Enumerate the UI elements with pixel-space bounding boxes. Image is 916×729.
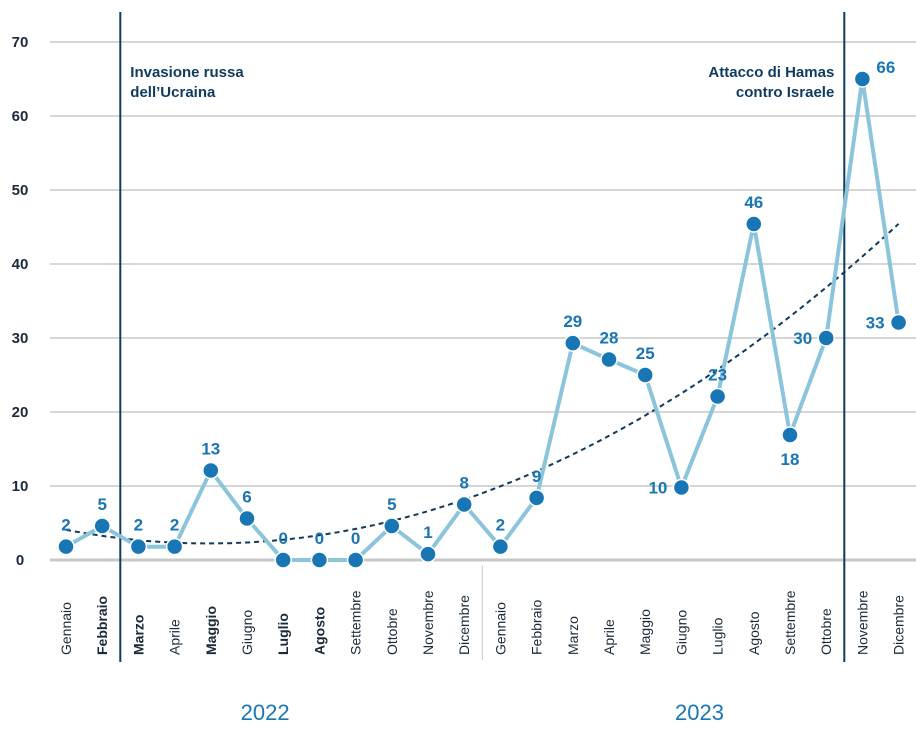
- x-tick-label: Marzo: [565, 616, 581, 655]
- data-point: [383, 517, 401, 535]
- data-label: 13: [201, 439, 220, 458]
- data-label: 8: [459, 474, 468, 493]
- x-tick-label: Maggio: [637, 609, 653, 655]
- data-point: [672, 478, 691, 497]
- x-tick-label: Giugno: [239, 610, 255, 655]
- data-point: [600, 350, 618, 369]
- x-tick-label: Febbraio: [529, 600, 545, 655]
- data-label: 33: [866, 313, 885, 332]
- data-point: [419, 545, 437, 563]
- data-point: [817, 329, 835, 347]
- event-label: Attacco di Hamas: [708, 64, 834, 81]
- y-tick-label: 0: [16, 552, 24, 569]
- data-point: [346, 551, 365, 569]
- data-point: [57, 537, 75, 556]
- data-label: 6: [242, 488, 251, 507]
- data-label: 30: [793, 329, 812, 348]
- data-point: [636, 366, 654, 384]
- data-point: [708, 387, 727, 406]
- y-tick-label: 60: [12, 108, 29, 125]
- x-tick-label: Novembre: [420, 590, 436, 655]
- x-tick-label: Giugno: [673, 610, 689, 655]
- data-label: 0: [351, 529, 360, 548]
- x-tick-label: Novembre: [854, 590, 870, 655]
- data-point: [564, 334, 582, 352]
- x-tick-label: Ottobre: [818, 608, 834, 655]
- trendline-path: [65, 223, 900, 545]
- data-point: [491, 537, 510, 556]
- data-point: [853, 70, 872, 88]
- data-point: [202, 461, 220, 480]
- data-label: 2: [134, 516, 143, 535]
- y-tick-label: 50: [12, 182, 29, 199]
- x-tick-label: Maggio: [203, 606, 219, 655]
- y-tick-label: 30: [12, 330, 29, 347]
- x-tick-label: Settembre: [348, 590, 364, 655]
- data-label: 1: [423, 523, 432, 542]
- x-tick-label: Settembre: [782, 590, 798, 655]
- y-tick-label: 40: [12, 256, 29, 273]
- year-label: 2023: [675, 700, 724, 725]
- y-tick-label: 10: [12, 478, 29, 495]
- x-tick-label: Luglio: [710, 617, 726, 655]
- x-tick-label: Febbraio: [94, 596, 110, 655]
- data-point: [889, 313, 908, 332]
- data-label: 66: [876, 58, 895, 77]
- data-label: 23: [708, 365, 727, 384]
- x-tick-label: Gennaio: [492, 602, 508, 655]
- x-tick-label: Agosto: [746, 611, 762, 655]
- data-point: [238, 509, 256, 528]
- trendline: [65, 223, 900, 545]
- x-tick-label: Aprile: [167, 619, 183, 655]
- event-markers: Invasione russa dell’Ucraina Attacco di Ha…: [119, 12, 846, 662]
- data-label: 28: [600, 328, 619, 347]
- data-label: 2: [170, 516, 179, 535]
- data-point: [527, 489, 546, 507]
- gridlines: [50, 41, 916, 562]
- data-label: 10: [648, 478, 667, 497]
- data-label: 18: [781, 450, 800, 469]
- data-label: 0: [315, 529, 324, 548]
- data-point: [274, 551, 292, 569]
- event-label: dell’Ucraina: [130, 84, 216, 101]
- x-tick-label: Luglio: [275, 613, 291, 655]
- series-line: [65, 77, 901, 562]
- data-point: [310, 551, 329, 569]
- x-tick-label: Marzo: [130, 615, 146, 655]
- y-tick-label: 20: [12, 404, 29, 421]
- data-series: [57, 70, 908, 569]
- x-tick-label: Gennaio: [58, 602, 74, 655]
- event-label: Invasione russa: [130, 64, 244, 81]
- data-point: [165, 537, 184, 556]
- data-label: 2: [61, 516, 70, 535]
- data-label: 2: [496, 516, 505, 535]
- data-label: 0: [278, 529, 287, 548]
- x-tick-label: Dicembre: [456, 595, 472, 655]
- data-label: 46: [744, 193, 763, 212]
- data-label: 29: [563, 312, 582, 331]
- x-tick-label: Agosto: [311, 607, 327, 655]
- x-tick-label: Dicembre: [891, 595, 907, 655]
- year-label: 2022: [241, 700, 290, 725]
- y-tick-label: 70: [12, 34, 29, 51]
- x-tick-label: Aprile: [601, 619, 617, 655]
- data-point: [781, 426, 799, 444]
- x-tick-label: Ottobre: [384, 608, 400, 655]
- data-point: [745, 215, 763, 233]
- x-axis: Gennaio Febbraio Marzo Aprile Maggio Giugno Lu…: [58, 565, 907, 660]
- y-axis: 0 10 20 30 40 50 60 70: [12, 34, 29, 569]
- data-label: 25: [636, 344, 655, 363]
- data-label: 5: [97, 495, 106, 514]
- data-label: 9: [532, 467, 541, 486]
- data-point: [93, 517, 111, 535]
- event-label: contro Israele: [736, 84, 834, 101]
- data-label: 5: [387, 495, 396, 514]
- year-labels: 2022 2023: [241, 700, 724, 725]
- data-point: [129, 537, 148, 556]
- data-point: [455, 495, 473, 514]
